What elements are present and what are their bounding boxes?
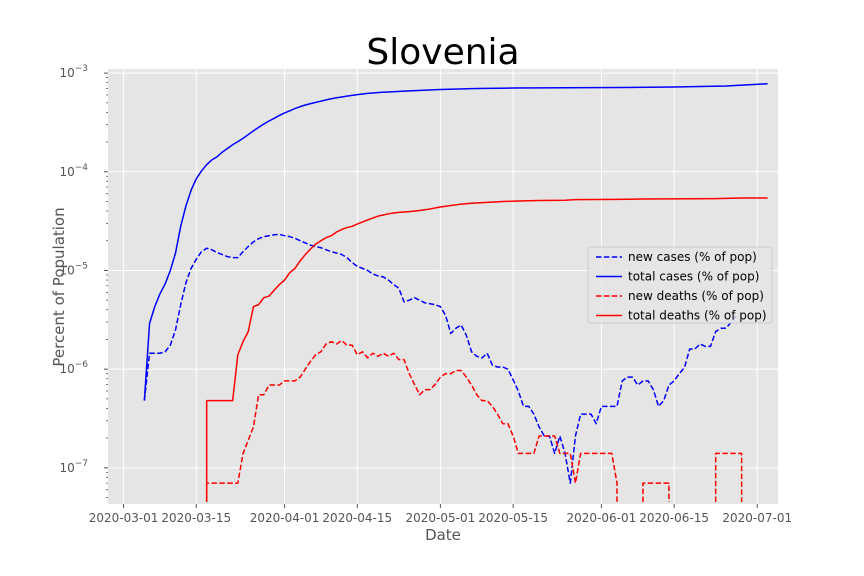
series-layer: [143, 82, 768, 503]
y-tick-exponent: −3: [75, 64, 88, 74]
legend-label: new deaths (% of pop): [628, 289, 764, 303]
x-tick-label: 2020-05-15: [478, 511, 548, 525]
series-line-new-deaths: [642, 482, 670, 503]
y-tick-base: 10: [59, 165, 74, 179]
y-tick-base: 10: [59, 362, 74, 376]
x-tick-label: 2020-05-01: [406, 511, 476, 525]
legend: new cases (% of pop) total cases (% of po…: [587, 246, 773, 324]
x-tick-label: 2020-04-01: [250, 511, 320, 525]
series-line-new-deaths: [714, 452, 743, 503]
y-tick-base: 10: [59, 263, 74, 277]
legend-label: total deaths (% of pop): [628, 309, 767, 323]
x-tick-label: 2020-06-15: [639, 511, 709, 525]
y-tick-base: 10: [59, 66, 74, 80]
x-tick-label: 2020-03-15: [161, 511, 231, 525]
y-tick-exponent: −6: [75, 360, 89, 370]
legend-box: [587, 246, 773, 324]
y-tick-base: 10: [59, 461, 74, 475]
x-tick-label: 2020-06-01: [567, 511, 637, 525]
y-tick-label: 10−7: [59, 459, 88, 475]
y-tick-exponent: −5: [75, 261, 88, 271]
series-line-total-cases: [143, 82, 768, 401]
x-tick-label: 2020-07-01: [722, 511, 792, 525]
legend-label: new cases (% of pop): [628, 250, 757, 264]
series-line-new-deaths: [205, 339, 618, 503]
y-tick-label: 10−5: [59, 261, 88, 277]
x-tick-label: 2020-04-15: [322, 511, 392, 525]
x-tick-label: 2020-03-01: [89, 511, 159, 525]
y-tick-exponent: −7: [75, 459, 88, 469]
y-axis-label: Percent of Population: [50, 207, 68, 366]
y-tick-label: 10−6: [59, 360, 88, 376]
y-tick-label: 10−3: [59, 64, 88, 80]
chart-title: Slovenia: [366, 32, 519, 73]
x-axis-ticks: 2020-03-01 2020-03-15 2020-04-01 2020-04-15…: [89, 504, 792, 525]
x-axis-label: Date: [425, 526, 461, 544]
y-tick-exponent: −4: [75, 163, 89, 173]
series-line-total-deaths: [205, 197, 768, 503]
y-tick-label: 10−4: [59, 163, 88, 179]
series-line-new-cases: [143, 233, 738, 484]
legend-label: total cases (% of pop): [628, 270, 759, 284]
y-axis-ticks: 10−710−610−510−410−3: [59, 64, 108, 498]
